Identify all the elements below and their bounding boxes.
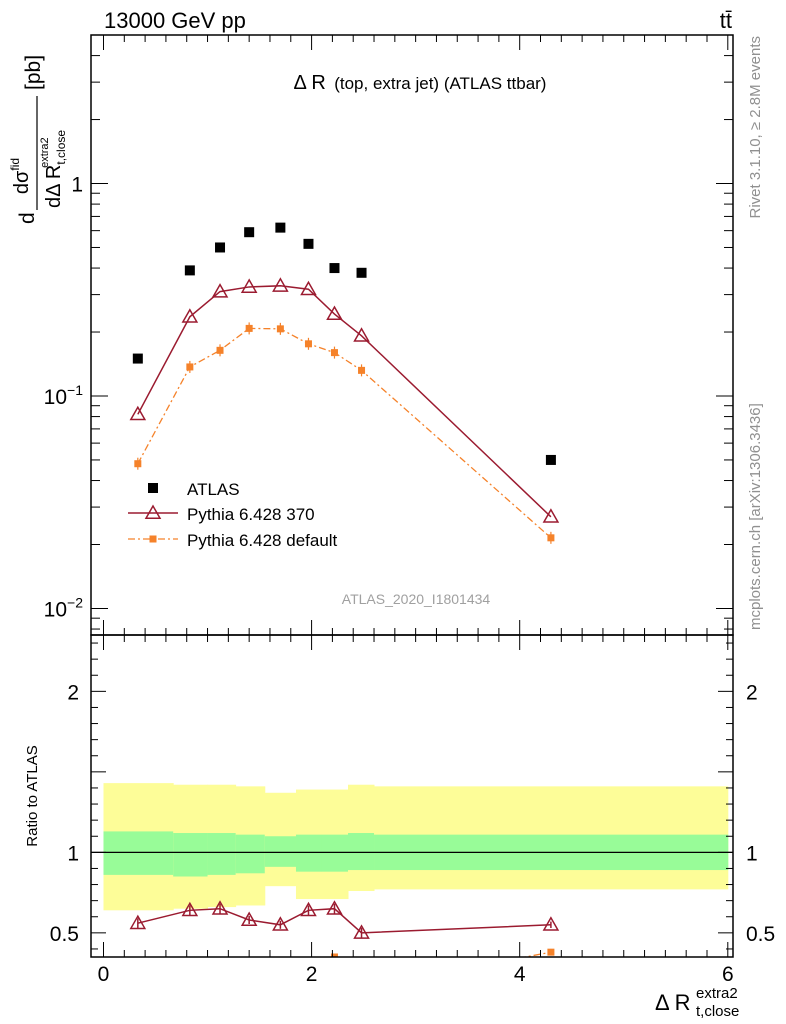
ratio-uncertainty-bands — [103, 783, 729, 911]
pythia-default-point — [186, 363, 194, 371]
atlas-point — [356, 267, 367, 278]
ratio-pythia-370-point — [326, 900, 343, 915]
ratio-pythia-370-point — [272, 916, 289, 931]
band-inner-bin — [321, 834, 349, 872]
atlas-point — [303, 238, 314, 249]
ratio-y-tick-label: 2 — [67, 681, 79, 704]
pythia-370-point — [300, 280, 317, 296]
pythia-default-point — [330, 349, 338, 357]
legend-atlas-marker — [148, 483, 158, 493]
atlas-point — [545, 454, 556, 465]
pythia-default-point — [304, 340, 312, 348]
pythia-370-point — [129, 405, 147, 421]
atlas-point — [215, 242, 226, 253]
y-axis-title-unit: [pb] — [22, 55, 45, 90]
pythia-default-point — [216, 346, 224, 354]
header-energy-label: 13000 GeV pp — [104, 8, 246, 33]
x-axis-title-sub: t,close — [696, 1003, 739, 1020]
legend-pythia-default-marker — [149, 535, 157, 543]
pythia-default-point — [245, 324, 253, 332]
pythia-370-point — [211, 283, 229, 298]
legend-pythia-370-label: Pythia 6.428 370 — [187, 505, 315, 524]
pythia-370-point — [240, 278, 258, 293]
ratio-pythia-370-point — [240, 911, 258, 926]
band-inner-bin — [103, 831, 174, 875]
pythia-default-point — [134, 460, 142, 468]
ratio-pythia-370-point — [300, 901, 317, 917]
y-axis-title-denominator: dΔ Rt,closeextra2 — [39, 130, 68, 208]
axis-ticks — [91, 34, 733, 957]
band-inner-bin — [207, 833, 237, 875]
main-series — [129, 222, 560, 544]
ratio-pythia-370-point — [211, 900, 229, 915]
x-tick-label: 0 — [98, 963, 110, 986]
y-tick-label: 10−1 — [44, 382, 84, 409]
legend: ATLAS Pythia 6.428 370 Pythia 6.428 defaul… — [128, 480, 338, 550]
x-axis-title: Δ R — [655, 990, 690, 1015]
pythia-370-point — [181, 308, 199, 323]
pythia-default-point — [276, 325, 284, 333]
legend-pythia-default-label: Pythia 6.428 default — [187, 531, 338, 550]
y-axis-title-d: d — [16, 212, 39, 224]
mcplots-label: mcplots.cern.ch [arXiv:1306.3436] — [747, 403, 764, 630]
pythia-default-point — [358, 366, 366, 374]
rivet-label: Rivet 3.1.10, ≥ 2.8M events — [747, 36, 764, 219]
band-inner-bin — [348, 833, 375, 871]
ratio-panel-frame — [90, 634, 734, 958]
pythia-370-point — [326, 305, 343, 321]
ratio-y-tick-label: 0.5 — [50, 923, 79, 946]
band-inner-bin — [295, 834, 323, 872]
ratio-y-tick-label-right: 1 — [746, 842, 758, 865]
x-tick-label: 2 — [306, 963, 318, 986]
y-axis-title: d dσfid dΔ Rt,closeextra2 [pb] — [8, 55, 68, 224]
legend-atlas-label: ATLAS — [187, 480, 240, 499]
band-inner-bin — [235, 834, 266, 874]
analysis-tag: ATLAS_2020_I1801434 — [342, 591, 491, 607]
x-tick-label: 6 — [722, 963, 734, 986]
chart-title: Δ R (top, extra jet) (ATLAS ttbar) — [294, 72, 547, 94]
ratio-pythia-370-point — [181, 901, 199, 917]
axis-tick-labels: 0 2 4 6 1 10−1 10−2 0.5 0.5 1 1 2 2 — [44, 174, 776, 986]
band-inner-bin — [264, 836, 297, 867]
ratio-pythia-default-point — [547, 948, 555, 956]
ratio-series — [129, 900, 560, 957]
atlas-point — [184, 265, 195, 276]
ratio-pythia-370-point — [542, 916, 560, 931]
pythia-370-point — [272, 277, 289, 292]
series-pythia-370-line — [137, 285, 552, 518]
ratio-pythia-370-point — [129, 914, 147, 930]
atlas-point — [244, 227, 255, 238]
band-inner-bin — [173, 833, 209, 877]
atlas-point — [275, 222, 286, 233]
atlas-point — [132, 353, 143, 364]
chart-title-main: Δ R — [294, 72, 326, 94]
y-tick-label: 1 — [71, 174, 83, 197]
ratio-y-tick-label-right: 2 — [746, 681, 758, 704]
ratio-axis-title: Ratio to ATLAS — [24, 745, 41, 846]
pythia-370-point — [542, 508, 560, 523]
x-axis-title-sup: extra2 — [696, 985, 738, 1002]
legend-pythia-370-marker — [144, 504, 162, 519]
ratio-y-tick-label: 1 — [67, 842, 79, 865]
ratio-pythia-default-point — [330, 953, 338, 957]
header-process-label: tt̄ — [720, 8, 732, 33]
ratio-pythia-370-line — [137, 907, 551, 934]
pythia-370-point — [353, 327, 370, 342]
y-axis-title-numerator: dσfid — [8, 158, 33, 194]
chart-title-small: (top, extra jet) (ATLAS ttbar) — [334, 74, 546, 93]
ratio-y-tick-label-right: 0.5 — [746, 923, 775, 946]
ratio-pythia-370-point — [353, 924, 370, 939]
x-tick-label: 4 — [514, 963, 526, 986]
pythia-default-point — [547, 534, 555, 542]
atlas-point — [329, 263, 340, 274]
y-tick-label: 10−2 — [44, 594, 84, 621]
